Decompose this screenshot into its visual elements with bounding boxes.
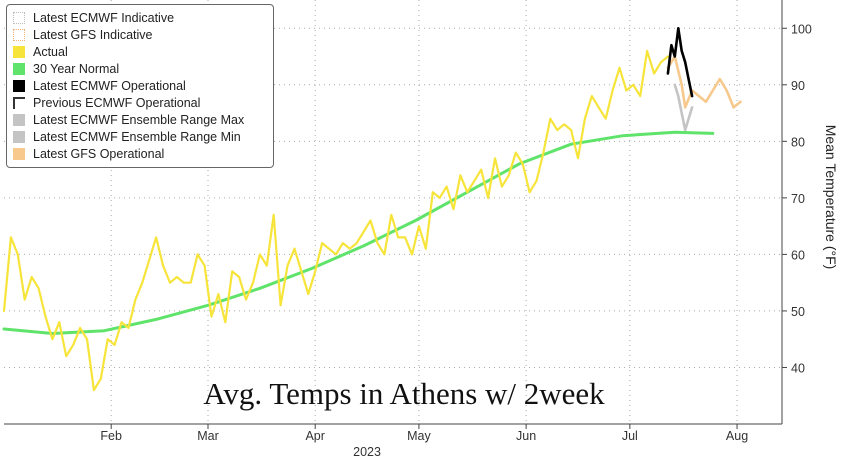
legend-label: Latest GFS Operational	[33, 146, 165, 161]
y-tick-label: 100	[791, 22, 812, 36]
legend-label: Latest GFS Indicative	[33, 27, 153, 42]
legend-item: Latest ECMWF Ensemble Range Max	[13, 111, 267, 128]
axes	[4, 0, 783, 425]
y-axis-label: Mean Temperature (°F)	[823, 125, 839, 270]
x-tick-label: Jun	[516, 429, 536, 443]
legend-item: Latest ECMWF Ensemble Range Min	[13, 128, 267, 145]
legend-label: Latest ECMWF Indicative	[33, 10, 175, 25]
legend-label: 30 Year Normal	[33, 61, 120, 76]
x-tick-label: Apr	[305, 429, 324, 443]
legend-swatch	[13, 113, 25, 126]
series-line-latest-ecmwf-ensemble-range-min	[673, 83, 694, 132]
y-tick-label: 40	[791, 361, 805, 375]
legend-swatch	[13, 130, 25, 143]
x-tick-label: Jul	[622, 429, 638, 443]
legend-item: Latest GFS Operational	[13, 145, 267, 162]
series-line-30-year-normal	[2, 130, 715, 335]
legend-label: Latest ECMWF Operational	[33, 78, 186, 93]
legend-label: Latest ECMWF Ensemble Range Max	[33, 112, 245, 127]
y-tick-label: 80	[791, 135, 805, 149]
x-year-label: 2023	[353, 445, 381, 459]
legend-swatch	[13, 28, 25, 41]
x-tick-label: Feb	[100, 429, 122, 443]
legend-label: Previous ECMWF Operational	[33, 95, 201, 110]
x-tick-label: Aug	[726, 429, 748, 443]
legend-label: Actual	[33, 44, 68, 59]
y-tick-label: 50	[791, 305, 805, 319]
legend-item: Latest ECMWF Indicative	[13, 9, 267, 26]
legend-swatch	[13, 96, 25, 109]
y-tick-label: 90	[791, 79, 805, 93]
legend: Latest ECMWF Indicative Latest GFS Indica…	[6, 4, 274, 168]
y-tick-label: 60	[791, 248, 805, 262]
legend-item: Actual	[13, 43, 267, 60]
legend-swatch	[13, 147, 25, 160]
legend-label: Latest ECMWF Ensemble Range Min	[33, 129, 241, 144]
series-line-latest-ecmwf-operational	[666, 26, 694, 98]
series-layer	[2, 26, 742, 392]
legend-item: 30 Year Normal	[13, 60, 267, 77]
y-tick-label: 70	[791, 192, 805, 206]
series-line-latest-gfs-operational	[666, 55, 742, 109]
legend-swatch	[13, 11, 25, 24]
legend-swatch	[13, 79, 25, 92]
overlay-title: Avg. Temps in Athens w/ 2week	[203, 376, 605, 411]
legend-swatch	[13, 45, 25, 58]
legend-swatch	[13, 62, 25, 75]
x-tick-label: May	[407, 429, 431, 443]
legend-item: Latest ECMWF Operational	[13, 77, 267, 94]
legend-item: Latest GFS Indicative	[13, 26, 267, 43]
x-tick-label: Mar	[197, 429, 219, 443]
tick-labels: 40 50 60 70 80 90 100 Feb Mar Apr May Jun Jul Aug	[100, 22, 811, 443]
legend-item: Previous ECMWF Operational	[13, 94, 267, 111]
series-line-actual	[2, 49, 670, 392]
